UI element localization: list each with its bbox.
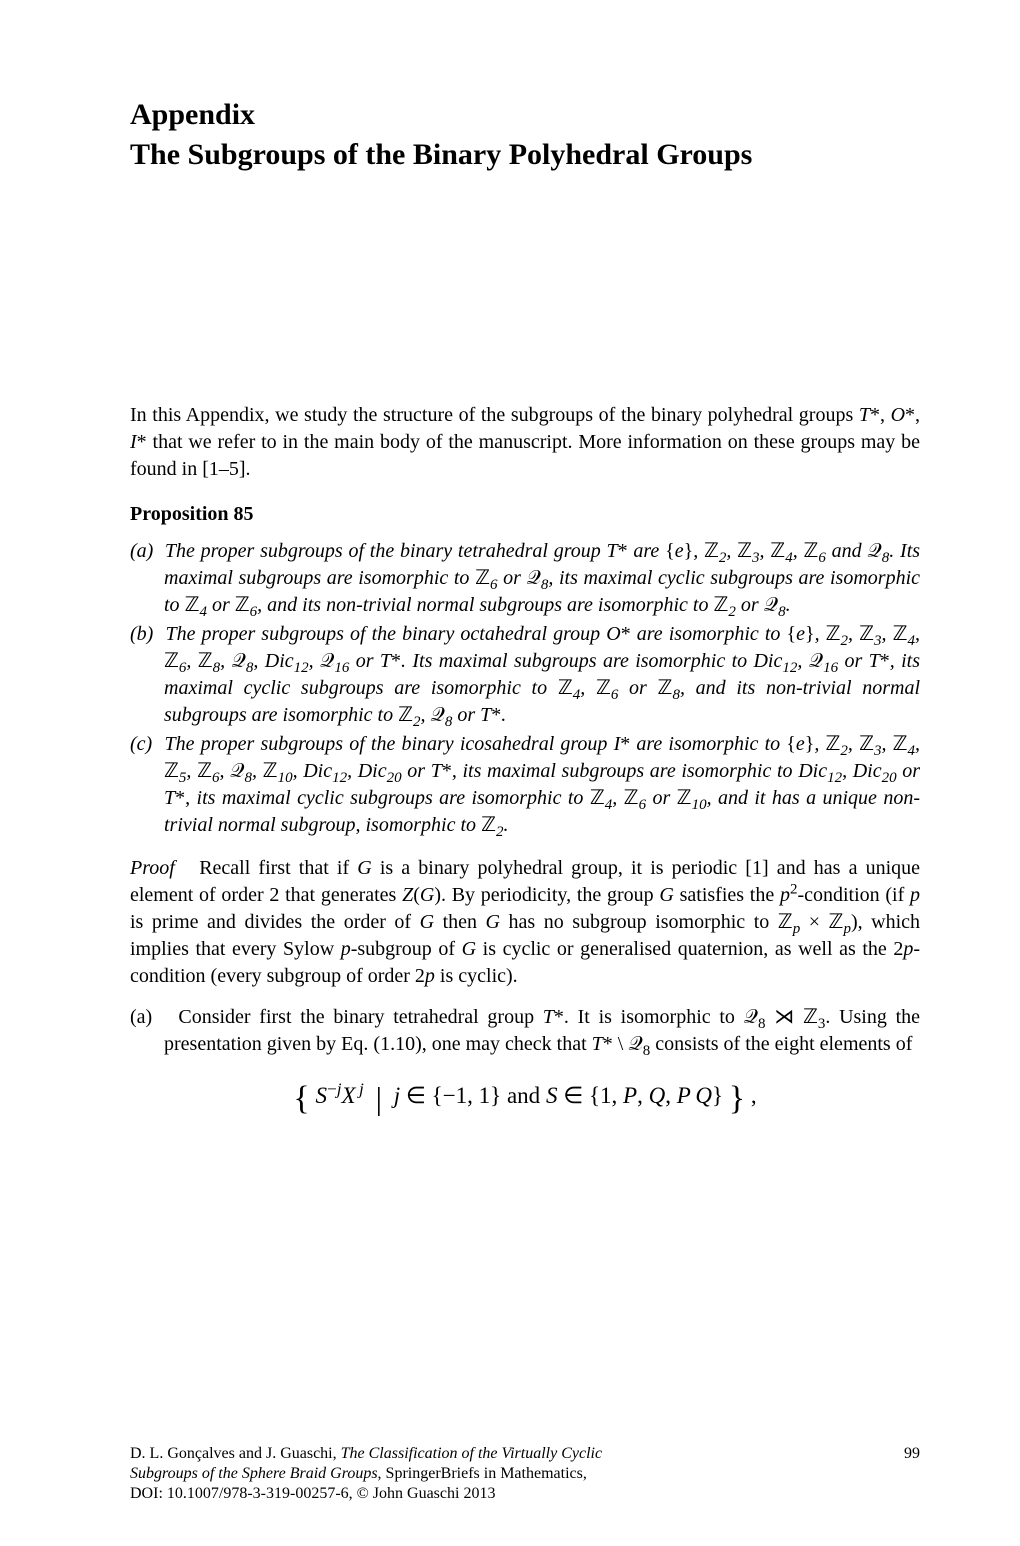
prop-item-b: (b) The proper subgroups of the binary o… bbox=[130, 621, 920, 729]
cite-5[interactable]: 5 bbox=[229, 458, 239, 480]
proof-item-list: (a) Consider first the binary tetrahedra… bbox=[130, 1004, 920, 1058]
proof-item-a: (a) Consider first the binary tetrahedra… bbox=[130, 1004, 920, 1058]
prop-item-c: (c) The proper subgroups of the binary i… bbox=[130, 731, 920, 839]
page-number: 99 bbox=[904, 1444, 920, 1464]
appendix-kicker: Appendix bbox=[130, 95, 920, 136]
appendix-title: The Subgroups of the Binary Polyhedral G… bbox=[130, 138, 920, 173]
proposition-list: (a) The proper subgroups of the binary t… bbox=[130, 538, 920, 839]
intro-paragraph: In this Appendix, we study the structure… bbox=[130, 402, 920, 483]
cite-1[interactable]: 1 bbox=[752, 857, 762, 879]
page: Appendix The Subgroups of the Binary Pol… bbox=[0, 0, 1020, 1546]
footer-line-3: DOI: 10.1007/978-3-319-00257-6, © John G… bbox=[130, 1485, 495, 1502]
proof-label: Proof bbox=[130, 857, 175, 879]
footer-line-2: Subgroups of the Sphere Braid Groups, Sp… bbox=[130, 1465, 587, 1482]
cite-1-5[interactable]: 1 bbox=[209, 458, 219, 480]
prop-item-a: (a) The proper subgroups of the binary t… bbox=[130, 538, 920, 619]
display-equation: { S−jX j | j ∈ {−1, 1} and S ∈ {1, P, Q,… bbox=[130, 1076, 920, 1122]
proof-paragraph: Proof Recall first that if G is a binary… bbox=[130, 855, 920, 990]
footer-line-1: D. L. Gonçalves and J. Guaschi, The Clas… bbox=[130, 1445, 602, 1462]
proposition-label: Proposition 85 bbox=[130, 501, 920, 528]
eqref-1-10[interactable]: 1.10 bbox=[380, 1033, 415, 1055]
footer: 99 D. L. Gonçalves and J. Guaschi, The C… bbox=[130, 1444, 920, 1504]
